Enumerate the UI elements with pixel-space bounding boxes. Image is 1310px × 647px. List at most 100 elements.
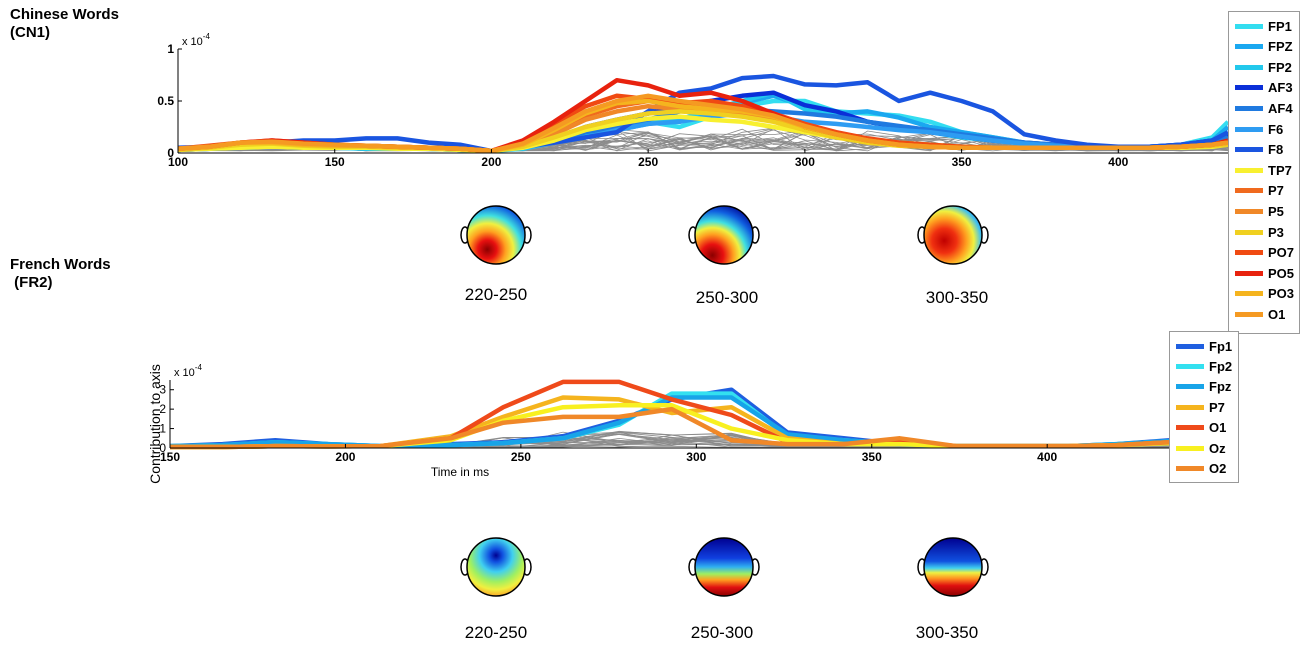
legend-swatch: [1176, 384, 1204, 390]
legend-item-f8: F8: [1235, 140, 1283, 160]
y-exponent-label: x 10-4: [174, 363, 202, 379]
legend-label: F6: [1268, 121, 1284, 137]
legend-cn1: FP1 FPZ FP2 AF3 AF4 F6 F8 TP7 P7 P5 P3 PO7 PO5 PO3 O1: [1228, 11, 1300, 334]
panel2-title: French Words (FR2): [10, 256, 111, 291]
legend-label: TP7: [1268, 162, 1292, 178]
legend-swatch: [1235, 229, 1263, 235]
topomap-fr2-250-300: [688, 537, 760, 597]
legend-label: Fpz: [1209, 379, 1232, 395]
legend-label: P5: [1268, 203, 1284, 219]
legend-swatch: [1235, 105, 1263, 111]
legend-swatch: [1235, 270, 1263, 276]
legend-swatch: [1235, 291, 1263, 297]
legend-swatch: [1176, 363, 1204, 369]
y-tick-label: 3: [159, 383, 166, 397]
y-tick-label: 0.5: [157, 94, 174, 108]
legend-item-p7: P7: [1235, 181, 1284, 201]
legend-label: O1: [1209, 420, 1227, 436]
topomap-fr2-300-350: [917, 537, 989, 597]
legend-item-fp2: FP2: [1235, 57, 1292, 77]
legend-item-fp2: Fp2: [1176, 356, 1232, 376]
y-exponent-label: x 10-4: [182, 32, 210, 48]
legend-label: Oz: [1209, 440, 1226, 456]
y-tick-label: 1: [159, 422, 166, 436]
topo-label-fr2-2: 250-300: [690, 623, 754, 642]
legend-item-p7: P7: [1176, 397, 1225, 417]
y-tick-label: 0: [167, 146, 174, 160]
x-tick-label: 350: [952, 155, 972, 169]
x-tick-label: 400: [1037, 450, 1057, 464]
y-tick-label: 2: [159, 402, 166, 416]
legend-item-po7: PO7: [1235, 243, 1294, 263]
legend-swatch: [1235, 44, 1263, 50]
x-tick-label: 250: [638, 155, 658, 169]
legend-label: O1: [1268, 306, 1286, 322]
panel1-title: Chinese Words (CN1): [10, 6, 119, 41]
legend-swatch: [1235, 188, 1263, 194]
legend-label: PO7: [1268, 245, 1295, 261]
legend-label: AF4: [1268, 100, 1293, 116]
legend-swatch: [1176, 404, 1204, 410]
topomap-cn1-250-300: [688, 205, 760, 265]
legend-label: P7: [1268, 183, 1284, 199]
legend-swatch: [1176, 445, 1204, 451]
legend-label: PO3: [1268, 286, 1295, 302]
legend-swatch: [1235, 147, 1263, 153]
legend-item-fp1: Fp1: [1176, 336, 1232, 356]
legend-fr2: Fp1 Fp2 Fpz P7 O1 Oz O2: [1169, 331, 1239, 483]
x-tick-label: 100: [168, 155, 188, 169]
legend-label: F8: [1268, 142, 1284, 158]
chart-fr2: x 10-4 150 200 250 300 350 400 0 1 2 3 Time in ms Co…: [147, 363, 1171, 484]
series-line-o1: [177, 93, 1229, 154]
legend-item-oz: Oz: [1176, 438, 1226, 458]
legend-item-p3: P3: [1235, 222, 1284, 242]
x-tick-label: 350: [862, 450, 882, 464]
topo-label-cn1-3: 300-350: [925, 288, 989, 307]
legend-label: Fp1: [1209, 338, 1233, 354]
legend-item-o1: O1: [1235, 304, 1285, 324]
x-axis-label: Time in ms: [431, 465, 489, 479]
legend-label: Fp2: [1209, 358, 1233, 374]
legend-label: FP1: [1268, 18, 1292, 34]
legend-item-tp7: TP7: [1235, 160, 1292, 180]
legend-label: P3: [1268, 224, 1284, 240]
legend-swatch: [1176, 425, 1204, 431]
legend-swatch: [1176, 465, 1204, 471]
x-tick-label: 200: [481, 155, 501, 169]
legend-item-po3: PO3: [1235, 284, 1294, 304]
legend-item-po5: PO5: [1235, 263, 1294, 283]
topomap-cn1-220-250: [460, 205, 532, 265]
x-tick-label: 150: [160, 450, 180, 464]
topo-label-cn1-2: 250-300: [695, 288, 759, 307]
legend-item-fp1: FP1: [1235, 16, 1292, 36]
legend-swatch: [1235, 250, 1263, 256]
y-axis-label: Contribution to axis: [147, 364, 163, 484]
legend-label: FP2: [1268, 59, 1292, 75]
legend-label: PO5: [1268, 265, 1295, 281]
x-tick-label: 300: [795, 155, 815, 169]
x-tick-label: 300: [686, 450, 706, 464]
topo-label-fr2-1: 220-250: [464, 623, 528, 642]
legend-label: AF3: [1268, 80, 1293, 96]
legend-swatch: [1235, 167, 1263, 173]
legend-label: FPZ: [1268, 39, 1293, 55]
legend-swatch: [1235, 126, 1263, 132]
legend-item-f6: F6: [1235, 119, 1283, 139]
legend-swatch: [1235, 64, 1263, 70]
series-line-o2: [170, 406, 1171, 450]
legend-item-fpz: FPZ: [1235, 37, 1293, 57]
legend-item-p5: P5: [1235, 201, 1284, 221]
legend-item-fpz: Fpz: [1176, 377, 1231, 397]
topo-label-fr2-3: 300-350: [915, 623, 979, 642]
x-tick-label: 150: [325, 155, 345, 169]
legend-item-af4: AF4: [1235, 98, 1293, 118]
y-tick-label: 0: [159, 441, 166, 455]
x-tick-label: 400: [1108, 155, 1128, 169]
legend-swatch: [1235, 208, 1263, 214]
legend-item-af3: AF3: [1235, 78, 1293, 98]
legend-label: P7: [1209, 399, 1225, 415]
legend-swatch: [1235, 85, 1263, 91]
topo-label-cn1-1: 220-250: [464, 285, 528, 304]
chart-cn1: x 10-4 100 150 200 250 300 350 400 0 0.5 1: [157, 32, 1230, 169]
series-line-f8: [177, 73, 1230, 154]
